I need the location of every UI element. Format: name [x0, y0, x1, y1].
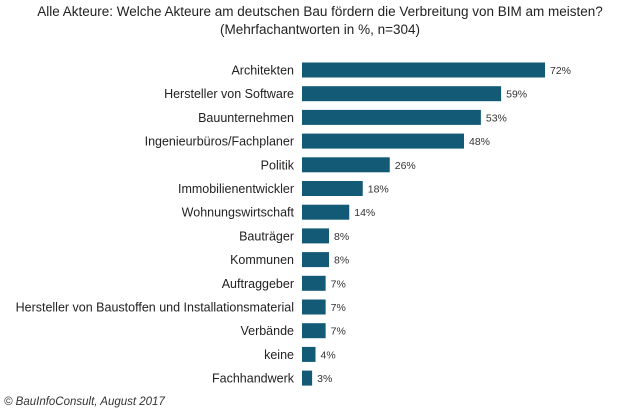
- bar: [302, 252, 329, 268]
- bar: [302, 62, 545, 78]
- category-label: Kommunen: [230, 253, 294, 267]
- bar: [302, 86, 502, 102]
- data-label: 72%: [550, 65, 571, 77]
- category-label: Hersteller von Baustoffen und Installati…: [16, 301, 294, 315]
- data-label: 3%: [317, 373, 332, 385]
- chart-subtitle: (Mehrfachantworten in %, n=304): [220, 22, 420, 37]
- chart-title: Alle Akteure: Welche Akteure am deutsche…: [37, 4, 603, 19]
- bar: [302, 275, 326, 291]
- data-label: 48%: [469, 136, 490, 148]
- bar: [302, 346, 316, 362]
- category-label: Verbände: [240, 324, 294, 338]
- data-label: 4%: [321, 349, 336, 361]
- category-label: Bauunternehmen: [198, 111, 294, 125]
- category-label: keine: [264, 348, 294, 362]
- bar: [302, 181, 363, 196]
- bar: [302, 370, 313, 386]
- category-label: Architekten: [231, 64, 294, 78]
- bar: [302, 228, 329, 244]
- category-label: Politik: [261, 158, 295, 172]
- bar: [302, 133, 464, 149]
- data-label: 8%: [334, 231, 349, 243]
- bar: [302, 323, 326, 339]
- data-label: 8%: [334, 255, 349, 267]
- bar: [302, 204, 350, 220]
- category-label: Auftraggeber: [222, 277, 294, 291]
- copyright-footer: © BauInfoConsult, August 2017: [4, 396, 165, 408]
- bar: [302, 109, 481, 125]
- data-label: 14%: [354, 207, 375, 219]
- data-label: 26%: [395, 160, 416, 172]
- category-label: Immobilienentwickler: [178, 182, 294, 196]
- category-label: Bauträger: [239, 229, 294, 243]
- data-label: 59%: [506, 89, 527, 101]
- data-label: 7%: [331, 278, 346, 290]
- data-label: 53%: [486, 112, 507, 124]
- category-label: Wohnungswirtschaft: [182, 206, 295, 220]
- data-label: 7%: [331, 302, 346, 314]
- category-label: Hersteller von Software: [164, 87, 294, 101]
- bar: [302, 299, 326, 315]
- category-label: Fachhandwerk: [212, 372, 295, 386]
- data-label: 18%: [368, 184, 389, 196]
- data-label: 7%: [331, 326, 346, 338]
- category-label: Ingenieurbüros/Fachplaner: [145, 135, 294, 149]
- bar: [302, 157, 390, 173]
